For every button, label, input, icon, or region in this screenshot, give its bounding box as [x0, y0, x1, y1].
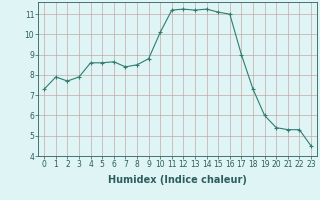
X-axis label: Humidex (Indice chaleur): Humidex (Indice chaleur): [108, 175, 247, 185]
